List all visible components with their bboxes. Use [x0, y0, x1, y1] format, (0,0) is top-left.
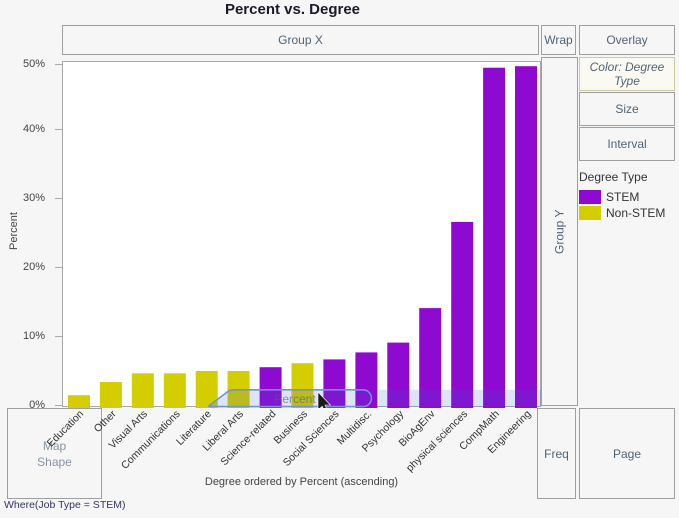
svg-text:Percent: Percent [274, 392, 316, 406]
